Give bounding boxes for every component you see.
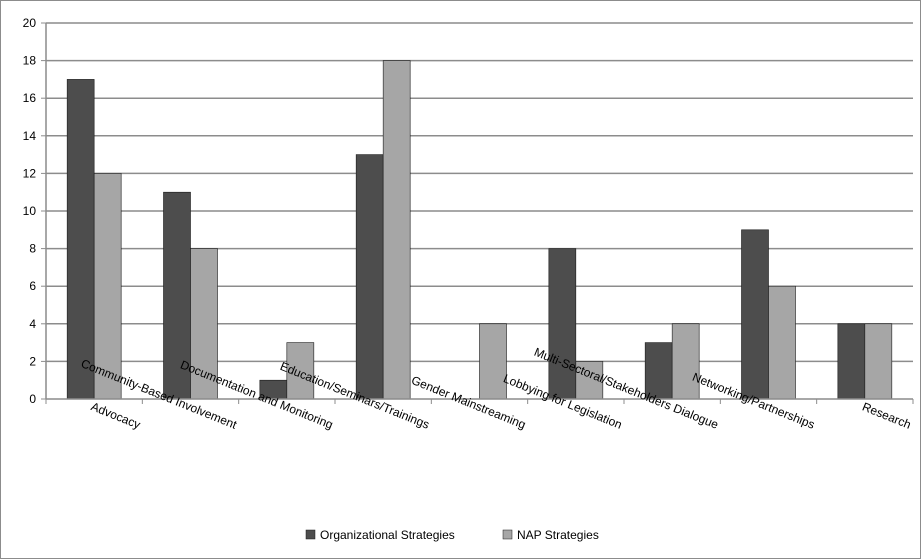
y-tick-label: 18 — [23, 54, 37, 68]
axes — [45, 23, 914, 404]
y-axis-ticks: 0 2 4 6 8 10 12 14 16 18 20 — [23, 16, 46, 406]
bar-nap — [479, 323, 507, 400]
bar-nap — [93, 173, 122, 400]
legend-label: Organizational Strategies — [320, 528, 455, 542]
legend-swatch — [305, 529, 316, 540]
bar-nap — [671, 323, 700, 400]
legend-label: NAP Strategies — [517, 528, 599, 542]
bar-organizational — [837, 323, 866, 400]
y-tick-label: 8 — [29, 242, 36, 256]
bars — [66, 60, 893, 400]
bar-nap — [382, 60, 411, 400]
bar-organizational — [355, 154, 384, 400]
y-tick-label: 12 — [23, 166, 37, 180]
bar-nap — [190, 248, 218, 400]
bar-nap — [286, 342, 315, 400]
bar-organizational — [548, 248, 577, 400]
y-tick-label: 20 — [23, 16, 37, 30]
x-category-label: Research — [860, 400, 913, 432]
legend-swatch — [502, 529, 513, 540]
y-tick-label: 0 — [29, 392, 36, 406]
legend: Organizational Strategies NAP Strategies — [305, 528, 599, 542]
bar-nap — [768, 285, 796, 400]
y-tick-label: 10 — [23, 204, 37, 218]
y-tick-label: 6 — [29, 279, 36, 293]
y-tick-label: 16 — [23, 91, 37, 105]
bar-organizational — [66, 79, 95, 400]
x-category-label: Advocacy — [89, 399, 142, 431]
bar-organizational — [741, 229, 769, 400]
y-tick-label: 14 — [23, 129, 37, 143]
y-tick-label: 4 — [29, 317, 36, 331]
bar-organizational — [163, 191, 191, 400]
y-tick-label: 2 — [29, 354, 36, 368]
bar-nap — [864, 323, 893, 400]
